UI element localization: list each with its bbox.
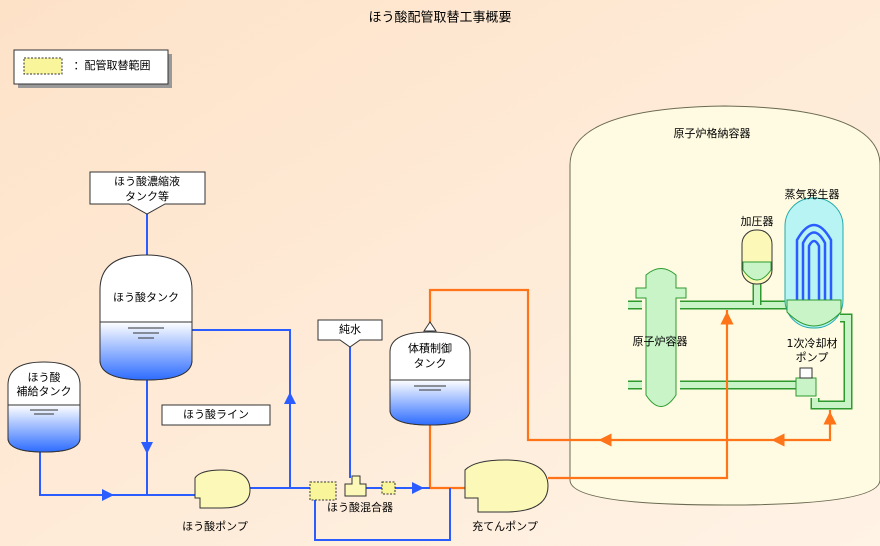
steam-generator [784, 197, 844, 329]
water-level [128, 327, 164, 339]
line-label-box [161, 404, 271, 426]
vct-label: 体積制御タンク [408, 341, 452, 370]
concentrate-label: ほう酸濃縮液タンク等 [114, 174, 180, 203]
pure-water-label: 純水 [339, 323, 361, 336]
rcp-label: 1次冷却材ポンプ [787, 336, 838, 364]
replacement-range [381, 481, 396, 495]
reactor-vessel [635, 268, 687, 407]
primary-piping [628, 282, 853, 410]
line-label: ほう酸ライン [183, 407, 249, 421]
mixer-label: ほう酸混合器 [327, 500, 393, 514]
pressurizer-water [742, 261, 772, 281]
bap-label: ほう酸ポンプ [182, 519, 248, 533]
legend-swatch [23, 57, 63, 75]
line [314, 488, 451, 541]
tank-label: ほう酸タンク [113, 290, 179, 304]
line [192, 329, 310, 489]
pressurizer-label: 加圧器 [741, 215, 774, 228]
tank-water [7, 404, 81, 453]
sg-plenum [786, 299, 842, 327]
replacement-range [309, 481, 337, 501]
tank-water [389, 379, 471, 426]
title: ほう酸配管取替工事概要 [368, 11, 511, 26]
line [39, 378, 195, 496]
boric-acid-pump [194, 469, 251, 509]
vent [423, 321, 437, 332]
charging-line [548, 310, 729, 480]
cp-label: 充てんポンプ [472, 519, 538, 533]
legend-label: ：配管取替範囲 [74, 58, 151, 72]
makeup-label: ほう酸補給タンク [17, 370, 72, 398]
mixer [344, 475, 367, 497]
concentrate-box [89, 171, 206, 215]
sg-tubes [795, 223, 833, 300]
water-level [30, 409, 58, 415]
rcp [795, 377, 817, 397]
charging-pump [464, 459, 549, 513]
tank-water [99, 321, 193, 381]
water-level [414, 385, 446, 391]
reactor-label: 原子炉容器 [633, 334, 688, 348]
rcp-motor [799, 367, 813, 379]
pure-water-box [317, 319, 383, 348]
containment-label: 原子炉格納容器 [674, 126, 751, 140]
sg-label: 蒸気発生器 [785, 187, 840, 201]
